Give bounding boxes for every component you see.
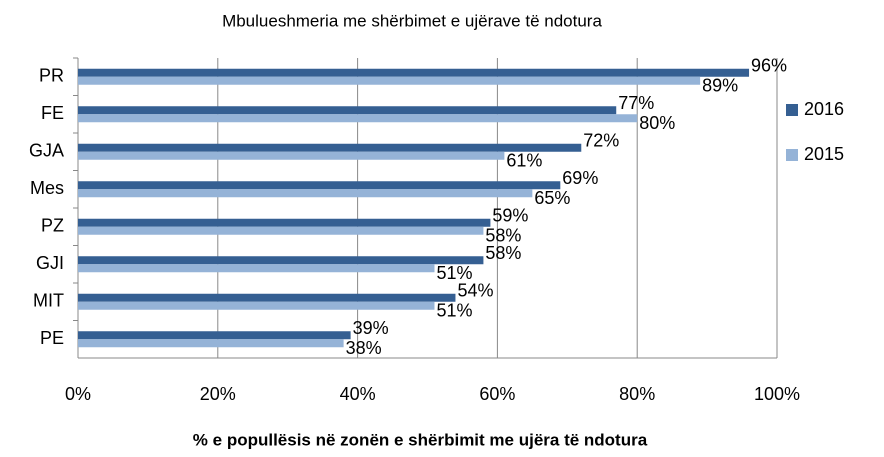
x-tick-label: 80% (619, 384, 655, 404)
bar (78, 114, 638, 123)
bar (78, 151, 505, 160)
bar (78, 256, 484, 265)
data-label: 54% (457, 281, 493, 301)
y-tick-label: MIT (33, 291, 64, 311)
bar (78, 181, 561, 190)
bar (78, 218, 491, 227)
data-label: 72% (583, 131, 619, 151)
x-tick-label: 100% (754, 384, 800, 404)
bar (78, 264, 435, 273)
x-axis-title: % e popullësis në zonën e shërbimit me u… (193, 430, 648, 449)
data-label: 80% (639, 113, 675, 133)
bar (78, 76, 701, 85)
y-tick-label: GJA (29, 141, 64, 161)
y-tick-label: FE (41, 103, 64, 123)
y-tick-label: PZ (41, 216, 64, 236)
data-label: 65% (534, 188, 570, 208)
data-label: 58% (485, 243, 521, 263)
data-label: 59% (492, 206, 528, 226)
chart-title: Mbulueshmeria me shërbimet e ujërave të … (222, 11, 602, 30)
legend-swatch (786, 149, 798, 161)
data-label: 51% (436, 301, 472, 321)
data-label: 89% (702, 76, 738, 96)
bar (78, 189, 533, 198)
y-tick-label: PE (40, 328, 64, 348)
bar (78, 331, 351, 340)
bar (78, 143, 582, 152)
y-tick-label: Mes (30, 178, 64, 198)
data-label: 61% (506, 151, 542, 171)
legend-swatch (786, 104, 798, 116)
x-tick-label: 60% (479, 384, 515, 404)
data-label: 38% (346, 338, 382, 358)
data-label: 51% (436, 263, 472, 283)
bar (78, 226, 484, 235)
legend-label: 2016 (804, 99, 844, 119)
y-tick-label: PR (39, 66, 64, 86)
bar (78, 293, 456, 302)
data-label: 39% (353, 318, 389, 338)
data-label: 77% (618, 93, 654, 113)
data-label: 58% (485, 226, 521, 246)
bar (78, 68, 750, 77)
bar (78, 106, 617, 115)
legend-label: 2015 (804, 144, 844, 164)
bar (78, 339, 344, 348)
data-label: 69% (562, 168, 598, 188)
data-label: 96% (751, 56, 787, 76)
x-tick-label: 40% (340, 384, 376, 404)
bar (78, 301, 435, 310)
x-tick-label: 20% (200, 384, 236, 404)
x-tick-label: 0% (65, 384, 91, 404)
y-tick-label: GJI (36, 253, 64, 273)
